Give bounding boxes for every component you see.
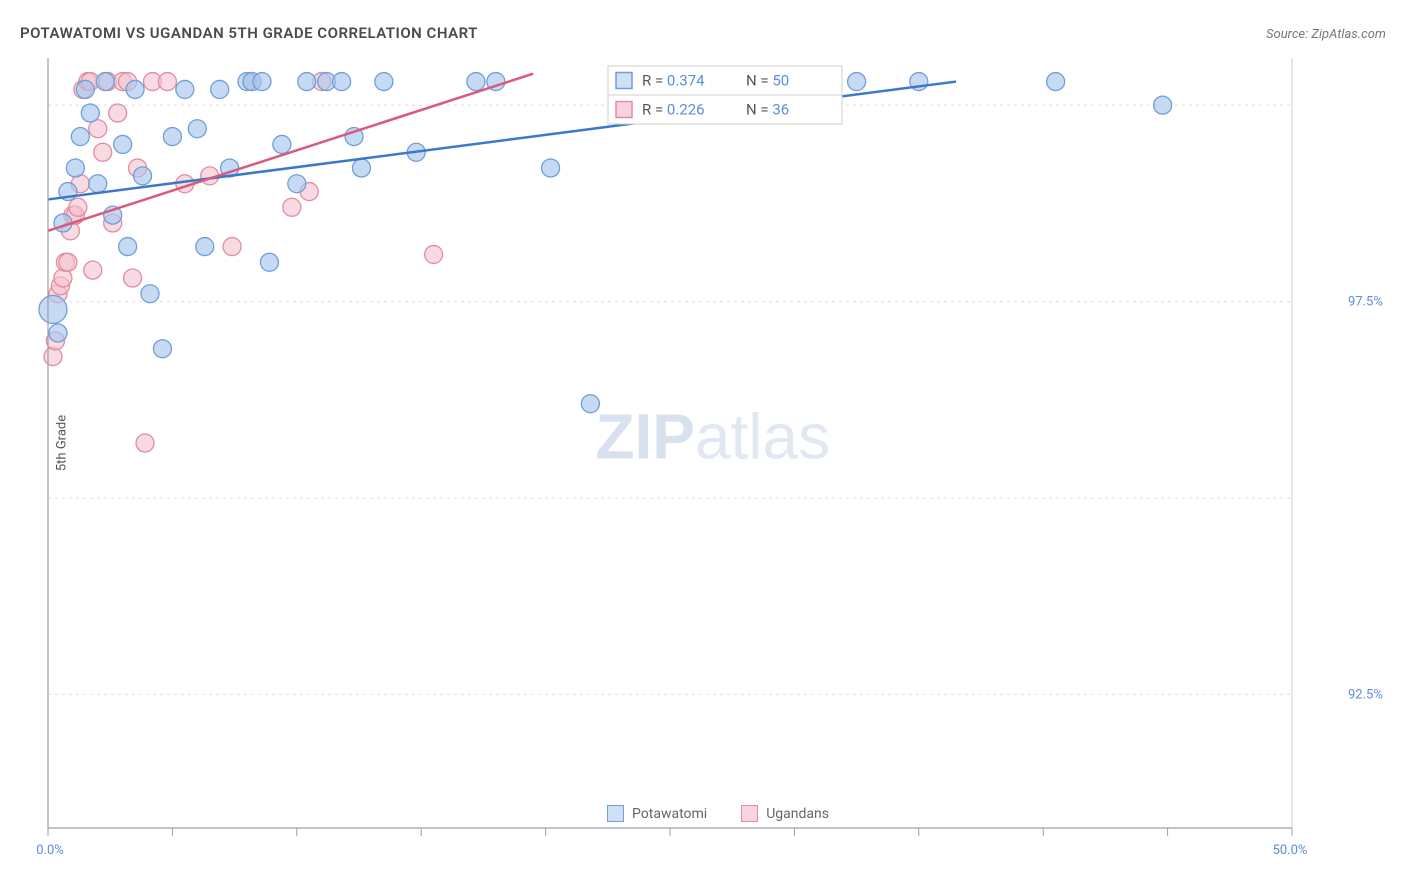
watermark: ZIPatlas — [595, 400, 830, 472]
data-point — [1047, 73, 1065, 91]
legend: Potawatomi Ugandans — [48, 805, 1388, 822]
data-point — [211, 80, 229, 98]
data-point — [49, 324, 67, 342]
data-point — [542, 159, 560, 177]
data-point — [176, 80, 194, 98]
legend-swatch — [741, 805, 758, 822]
data-point — [163, 128, 181, 146]
data-point — [352, 159, 370, 177]
source-attribution: Source: ZipAtlas.com — [1266, 27, 1386, 42]
data-point — [94, 143, 112, 161]
data-point — [71, 128, 89, 146]
data-point — [66, 159, 84, 177]
data-point — [333, 73, 351, 91]
data-point — [109, 104, 127, 122]
data-point — [76, 80, 94, 98]
stats-swatch — [616, 102, 632, 118]
data-point — [69, 198, 87, 216]
stats-r: R = 0.374 — [642, 72, 705, 90]
data-point — [39, 295, 67, 323]
x-tick-label: 0.0% — [36, 843, 64, 858]
data-point — [114, 135, 132, 153]
data-point — [158, 73, 176, 91]
data-point — [59, 253, 77, 271]
data-point — [136, 434, 154, 452]
data-point — [298, 73, 316, 91]
data-point — [119, 238, 137, 256]
y-tick-label: 92.5% — [1348, 687, 1383, 702]
data-point — [84, 261, 102, 279]
data-point — [425, 245, 443, 263]
y-tick-label: 97.5% — [1348, 295, 1383, 310]
data-point — [253, 73, 271, 91]
data-point — [134, 167, 152, 185]
stats-swatch — [616, 73, 632, 89]
data-point — [288, 175, 306, 193]
data-point — [89, 175, 107, 193]
data-point — [126, 80, 144, 98]
legend-label: Potawatomi — [632, 806, 707, 822]
data-point — [124, 269, 142, 287]
data-point — [188, 120, 206, 138]
stats-r: R = 0.226 — [642, 101, 705, 119]
data-point — [44, 348, 62, 366]
x-tick-label: 50.0% — [1273, 843, 1308, 858]
plot-area: 5th Grade 92.5%97.5%ZIPatlasR = 0.374N =… — [48, 58, 1388, 828]
data-point — [273, 135, 291, 153]
data-point — [223, 238, 241, 256]
scatter-plot-svg: 92.5% 97.5% ZIPatlas R = 0.374 N = 50 R = 0.2… — [48, 58, 1388, 828]
data-point — [260, 253, 278, 271]
data-point — [141, 285, 159, 303]
stats-n: N = 50 — [746, 72, 789, 90]
legend-item: Potawatomi — [607, 805, 707, 822]
data-point — [283, 198, 301, 216]
data-point — [196, 238, 214, 256]
stats-n: N = 36 — [746, 101, 789, 119]
data-point — [467, 73, 485, 91]
data-point — [375, 73, 393, 91]
data-point — [81, 104, 99, 122]
legend-label: Ugandans — [766, 806, 829, 822]
data-point — [581, 395, 599, 413]
legend-item: Ugandans — [741, 805, 829, 822]
data-point — [96, 73, 114, 91]
data-point — [848, 73, 866, 91]
data-point — [153, 340, 171, 358]
chart-title: POTAWATOMI VS UGANDAN 5TH GRADE CORRELAT… — [20, 24, 478, 42]
data-point — [1154, 96, 1172, 114]
legend-swatch — [607, 805, 624, 822]
